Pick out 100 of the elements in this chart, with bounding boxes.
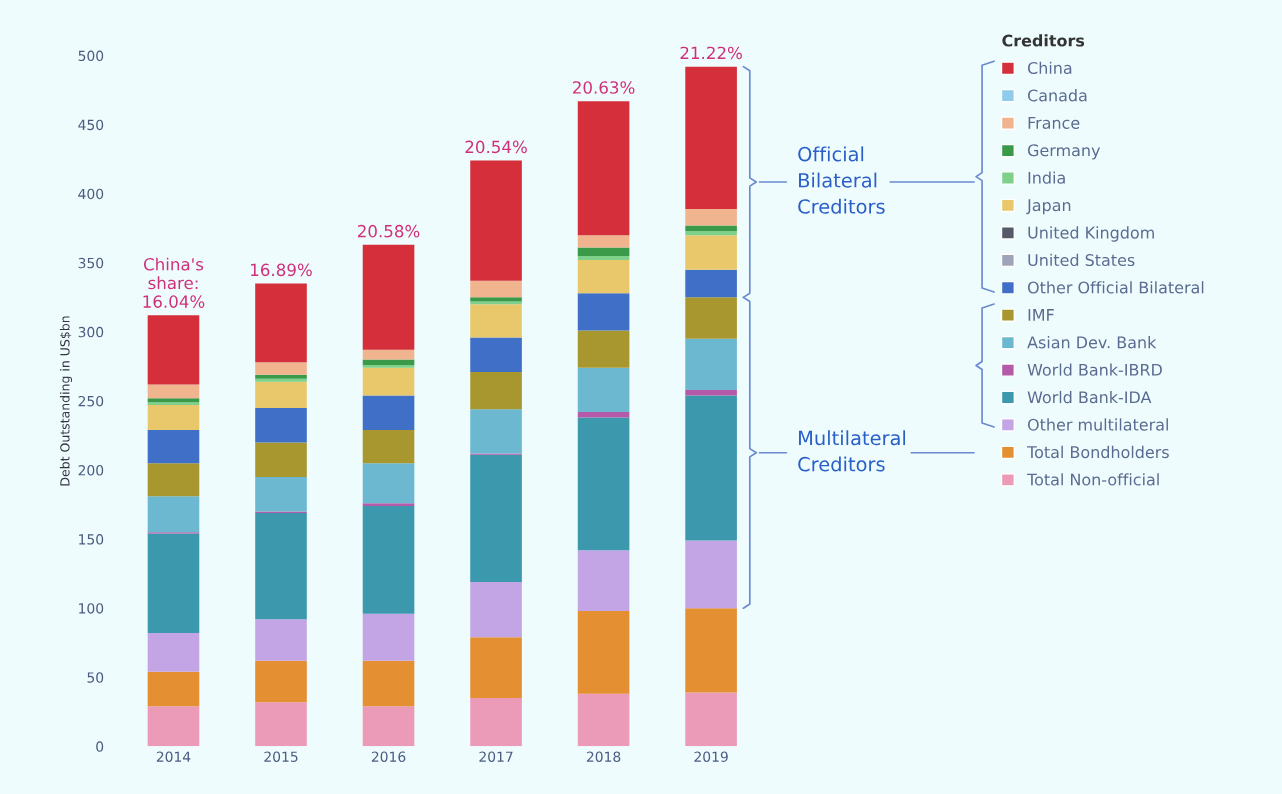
bar (147, 633, 200, 672)
bar (470, 337, 522, 372)
bar (470, 371, 522, 410)
text: Multilateral Creditors (798, 430, 906, 472)
bar (147, 463, 200, 497)
bar (147, 405, 200, 430)
bar (362, 463, 415, 504)
bar (470, 637, 522, 699)
bar (577, 247, 630, 256)
bar (255, 362, 307, 375)
x-tick-label: 2016 (371, 751, 406, 762)
bar (470, 698, 522, 747)
bar (147, 706, 200, 747)
bar (577, 293, 630, 331)
x-tick-label: 2018 (586, 751, 621, 762)
x-tick-label: 2014 (156, 751, 191, 762)
bar (577, 417, 630, 551)
bar (147, 533, 200, 634)
bar (147, 398, 200, 403)
bar (362, 613, 415, 661)
legend-label: Asian Dev. Bank (1027, 336, 1157, 349)
bar (685, 338, 737, 390)
x-tick-label: 2015 (264, 751, 298, 762)
bar (470, 301, 522, 305)
bar (255, 407, 307, 443)
legend-label: United States (1028, 253, 1135, 267)
y-tick-label: 0 (96, 741, 104, 752)
bar (685, 540, 737, 609)
bar (577, 610, 630, 694)
y-tick-label: 300 (78, 326, 104, 338)
legend-label: Total Bondholders (1027, 445, 1169, 459)
bar (685, 692, 737, 747)
y-tick-label: 50 (87, 672, 104, 683)
bar (577, 101, 630, 236)
bar (147, 671, 200, 707)
bar (577, 412, 630, 418)
legend-label: Other multilateral (1027, 418, 1168, 431)
bar (470, 581, 522, 638)
bar (470, 160, 522, 281)
bar (685, 608, 737, 693)
bar (147, 315, 200, 385)
legend-label: India (1028, 171, 1065, 184)
annotation: 20.54% (465, 140, 527, 154)
bar (577, 235, 630, 248)
bar (685, 395, 737, 541)
bar (255, 512, 307, 620)
text: Official Bilateral Creditors (798, 146, 885, 214)
bar (147, 496, 200, 533)
bar (255, 378, 307, 382)
bar (255, 702, 307, 747)
bar (470, 297, 522, 302)
annotation: 20.58% (357, 224, 420, 238)
bar (470, 304, 522, 338)
legend-label: China (1027, 61, 1072, 75)
legend-title: Creditors (1002, 34, 1085, 47)
bar (470, 280, 522, 298)
bar (362, 244, 415, 350)
bar (685, 235, 737, 270)
annotation: 16.89% (251, 263, 312, 277)
bar (255, 283, 307, 363)
bar (255, 381, 307, 408)
legend-label: France (1028, 117, 1080, 129)
bar (577, 693, 630, 747)
legend-label: United Kingdom (1028, 226, 1154, 242)
legend-label: World Bank-IDA (1027, 390, 1152, 404)
bar (362, 429, 415, 464)
legend-label: IMF (1028, 309, 1054, 321)
bar (685, 231, 737, 236)
bar (685, 225, 737, 232)
bar (147, 429, 200, 464)
y-tick-label: 250 (78, 395, 104, 407)
bar (685, 66, 737, 209)
bar (362, 706, 415, 747)
x-tick-label: 2019 (694, 751, 728, 762)
bar (147, 384, 200, 399)
bar (362, 505, 415, 614)
y-tick-label: 500 (78, 50, 104, 62)
annotation: China's share: 16.04% (143, 257, 205, 308)
bar (685, 269, 737, 298)
annotation: 21.22% (680, 46, 742, 60)
bar (362, 365, 415, 368)
bar (685, 208, 737, 226)
bar (577, 367, 630, 413)
bar (470, 409, 522, 454)
legend-label: Germany (1027, 144, 1101, 160)
bar (577, 255, 630, 261)
bar (577, 330, 630, 368)
bar (362, 395, 415, 430)
y-tick-label: 400 (78, 188, 104, 200)
bar (577, 550, 630, 611)
bar (255, 374, 307, 379)
legend-label: Total Non-official (1027, 473, 1159, 486)
legend-label: Other Official Bilateral (1027, 281, 1204, 294)
bar (255, 660, 307, 703)
bar (255, 619, 307, 661)
y-axis-title: Debt Outstanding in US$bn (59, 316, 73, 486)
bar (362, 660, 415, 707)
legend-label: World Bank-IBRD (1027, 363, 1162, 376)
y-tick-label: 350 (78, 257, 104, 269)
bar (685, 389, 737, 396)
